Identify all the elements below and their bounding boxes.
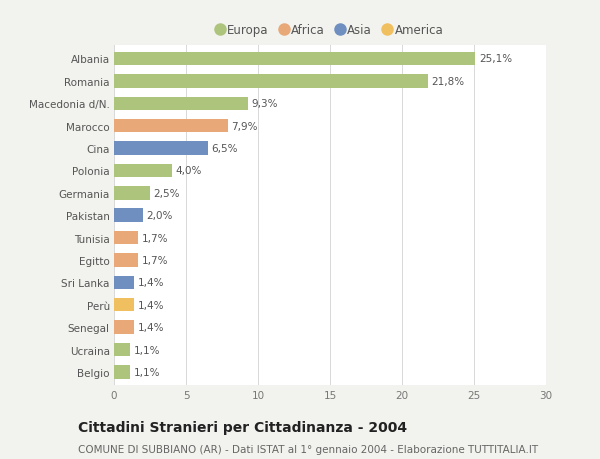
Bar: [114, 209, 143, 223]
Legend: Europa, Africa, Asia, America: Europa, Africa, Asia, America: [217, 24, 443, 37]
Bar: [114, 365, 130, 379]
Bar: [114, 231, 139, 245]
Text: 1,7%: 1,7%: [142, 255, 169, 265]
Text: Cittadini Stranieri per Cittadinanza - 2004: Cittadini Stranieri per Cittadinanza - 2…: [78, 420, 407, 434]
Bar: [114, 276, 134, 290]
Bar: [114, 75, 428, 88]
Text: 1,1%: 1,1%: [133, 345, 160, 355]
Text: 6,5%: 6,5%: [211, 144, 238, 154]
Text: 1,4%: 1,4%: [138, 323, 164, 332]
Bar: [114, 120, 228, 133]
Text: 1,1%: 1,1%: [133, 367, 160, 377]
Text: 2,5%: 2,5%: [154, 188, 180, 198]
Text: 9,3%: 9,3%: [251, 99, 278, 109]
Text: 1,7%: 1,7%: [142, 233, 169, 243]
Text: COMUNE DI SUBBIANO (AR) - Dati ISTAT al 1° gennaio 2004 - Elaborazione TUTTITALI: COMUNE DI SUBBIANO (AR) - Dati ISTAT al …: [78, 444, 538, 454]
Bar: [114, 187, 150, 200]
Bar: [114, 164, 172, 178]
Bar: [114, 343, 130, 357]
Bar: [114, 53, 475, 66]
Text: 21,8%: 21,8%: [431, 77, 464, 87]
Bar: [114, 254, 139, 267]
Text: 4,0%: 4,0%: [175, 166, 202, 176]
Bar: [114, 298, 134, 312]
Bar: [114, 142, 208, 156]
Text: 1,4%: 1,4%: [138, 300, 164, 310]
Bar: [114, 321, 134, 334]
Text: 7,9%: 7,9%: [232, 121, 258, 131]
Bar: [114, 97, 248, 111]
Text: 1,4%: 1,4%: [138, 278, 164, 288]
Text: 25,1%: 25,1%: [479, 54, 512, 64]
Text: 2,0%: 2,0%: [146, 211, 173, 221]
